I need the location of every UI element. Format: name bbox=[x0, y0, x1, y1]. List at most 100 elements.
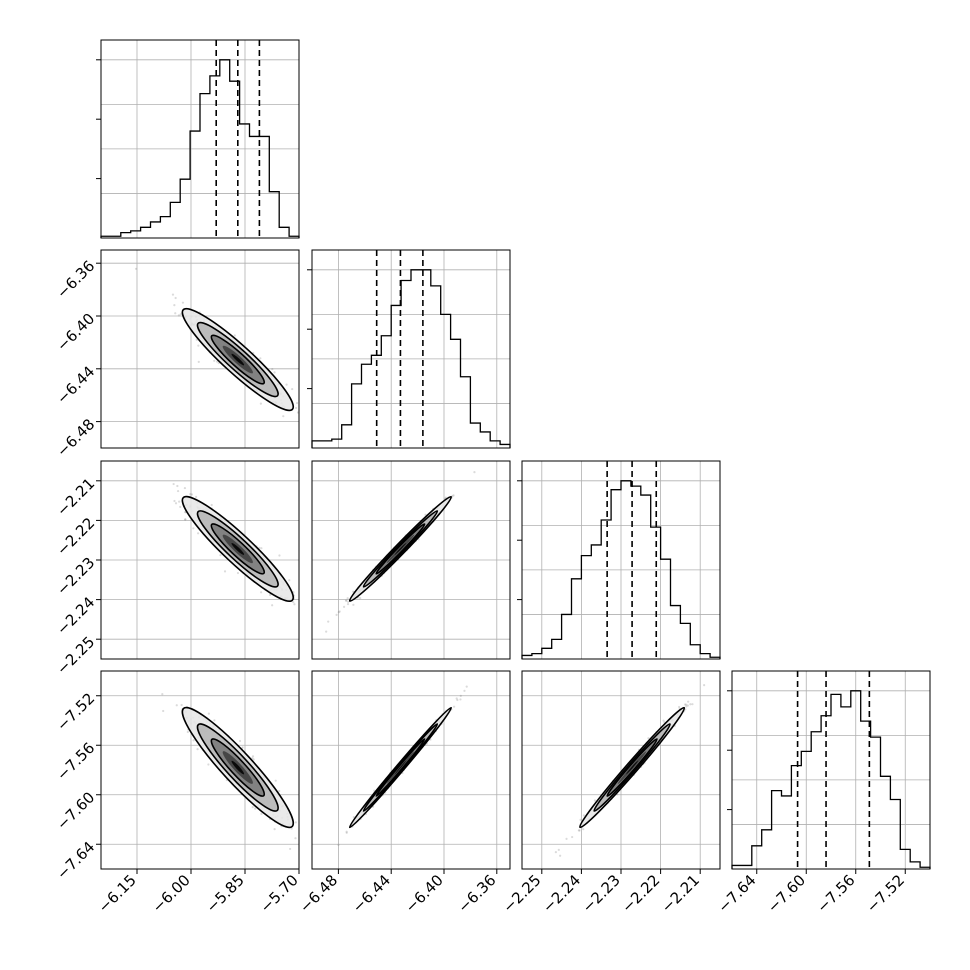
scatter-point bbox=[273, 828, 276, 831]
y-tick-label: −2.25 bbox=[53, 633, 98, 678]
panel-1-3 bbox=[311, 670, 511, 870]
scatter-point bbox=[352, 603, 355, 606]
panel-frame bbox=[311, 460, 511, 660]
scatter-point bbox=[195, 495, 198, 498]
x-tick-label: −7.52 bbox=[863, 871, 908, 916]
scatter-point bbox=[197, 532, 200, 535]
scatter-point bbox=[424, 513, 427, 516]
scatter-point bbox=[278, 789, 281, 793]
scatter-point bbox=[473, 471, 476, 474]
scatter-point bbox=[444, 496, 447, 499]
scatter-point bbox=[175, 704, 178, 707]
scatter-point bbox=[335, 613, 338, 617]
scatter-point bbox=[582, 814, 585, 817]
scatter-point bbox=[192, 527, 195, 530]
scatter-point bbox=[213, 359, 216, 362]
scatter-point bbox=[177, 314, 180, 317]
scatter-point bbox=[260, 547, 263, 550]
scatter-point bbox=[161, 693, 164, 696]
scatter-point bbox=[312, 603, 314, 605]
scatter-point bbox=[233, 334, 236, 337]
scatter-point bbox=[337, 843, 340, 847]
scatter-point bbox=[307, 428, 309, 430]
scatter-group bbox=[134, 267, 309, 430]
scatter-group bbox=[172, 482, 314, 617]
x-tick-label: −2.23 bbox=[579, 871, 624, 916]
scatter-point bbox=[189, 492, 192, 496]
panel-frame bbox=[100, 249, 300, 449]
panel-frame bbox=[521, 460, 721, 660]
scatter-point bbox=[252, 758, 255, 761]
y-tick-label: −7.64 bbox=[53, 838, 98, 883]
scatter-point bbox=[703, 684, 706, 687]
scatter-point bbox=[559, 854, 562, 857]
scatter-point bbox=[271, 368, 274, 371]
scatter-point bbox=[678, 705, 681, 709]
histogram-3 bbox=[731, 690, 931, 869]
scatter-point bbox=[684, 703, 687, 706]
y-tick-label: −6.36 bbox=[53, 257, 98, 302]
scatter-point bbox=[452, 494, 455, 497]
x-tick-label: −7.64 bbox=[714, 871, 759, 916]
scatter-point bbox=[345, 830, 348, 833]
x-tick-label: −6.48 bbox=[296, 871, 341, 916]
scatter-point bbox=[289, 847, 292, 851]
y-tick-label: −2.21 bbox=[53, 474, 98, 519]
y-tick-label: −7.60 bbox=[53, 788, 98, 833]
scatter-point bbox=[171, 293, 175, 296]
scatter-point bbox=[579, 818, 582, 821]
panel-2-3 bbox=[521, 660, 721, 870]
scatter-point bbox=[195, 338, 198, 341]
scatter-point bbox=[301, 839, 303, 841]
scatter-point bbox=[213, 719, 216, 722]
scatter-point bbox=[186, 730, 189, 734]
scatter-point bbox=[172, 482, 175, 486]
panel-3-3 bbox=[727, 670, 931, 870]
scatter-point bbox=[197, 344, 200, 347]
scatter-group bbox=[337, 685, 468, 847]
panel-2-2 bbox=[517, 460, 721, 660]
scatter-point bbox=[577, 829, 580, 832]
scatter-point bbox=[312, 615, 314, 617]
panel-frame bbox=[100, 670, 300, 870]
scatter-point bbox=[337, 611, 340, 614]
scatter-point bbox=[352, 590, 355, 593]
scatter-point bbox=[271, 604, 274, 607]
scatter-point bbox=[647, 737, 650, 740]
scatter-point bbox=[554, 851, 557, 854]
x-tick-label: −6.00 bbox=[149, 871, 194, 916]
scatter-point bbox=[300, 827, 302, 829]
y-tick-label: −6.44 bbox=[53, 362, 98, 407]
x-tick-label: −5.85 bbox=[203, 871, 248, 916]
scatter-point bbox=[238, 739, 242, 743]
scatter-group bbox=[161, 693, 303, 851]
scatter-point bbox=[173, 499, 176, 503]
x-tick-label: −5.70 bbox=[257, 871, 302, 916]
x-tick-label: −6.36 bbox=[454, 871, 499, 916]
y-tick-label: −2.24 bbox=[53, 593, 98, 638]
x-tick-label: −6.15 bbox=[95, 871, 140, 916]
scatter-point bbox=[296, 411, 299, 414]
scatter-point bbox=[327, 620, 330, 623]
panel-frame bbox=[731, 670, 931, 870]
scatter-point bbox=[465, 685, 468, 688]
scatter-group bbox=[325, 471, 476, 633]
scatter-point bbox=[453, 705, 456, 708]
histogram-1 bbox=[311, 269, 511, 448]
contour-level-4 bbox=[231, 353, 245, 366]
scatter-point bbox=[346, 597, 349, 600]
scatter-point bbox=[571, 835, 574, 839]
panel-0-0 bbox=[96, 39, 300, 239]
y-tick-label: −6.48 bbox=[53, 415, 98, 460]
scatter-point bbox=[338, 610, 341, 613]
scatter-point bbox=[176, 484, 179, 488]
y-tick-label: −2.22 bbox=[53, 514, 98, 559]
scatter-point bbox=[295, 401, 299, 405]
scatter-point bbox=[346, 603, 350, 606]
scatter-point bbox=[717, 660, 719, 662]
scatter-point bbox=[344, 599, 348, 602]
y-tick-label: −6.40 bbox=[53, 310, 98, 355]
x-tick-label: −6.44 bbox=[349, 871, 394, 916]
x-tick-label: −2.21 bbox=[658, 871, 703, 916]
scatter-point bbox=[259, 402, 263, 405]
